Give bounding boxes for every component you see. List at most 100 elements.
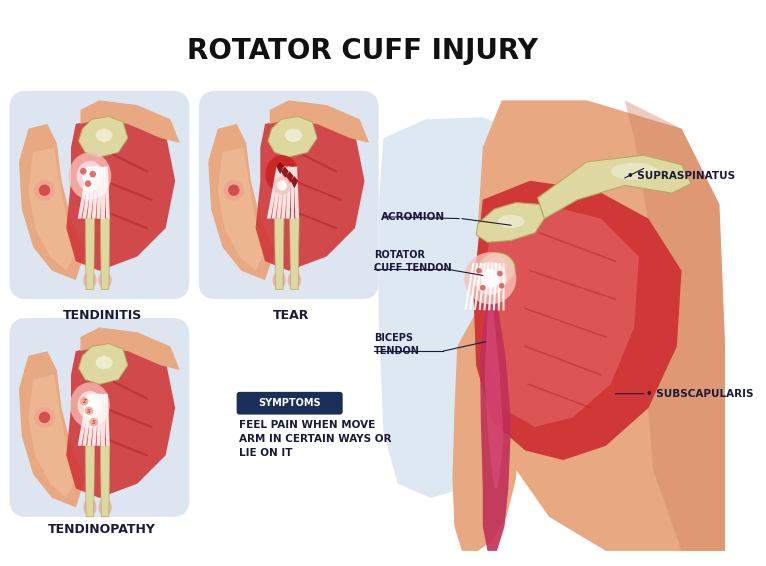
Ellipse shape (486, 256, 507, 276)
Text: BICEPS
TENDON: BICEPS TENDON (374, 333, 420, 356)
Polygon shape (453, 308, 521, 551)
Ellipse shape (498, 215, 525, 228)
Ellipse shape (80, 168, 87, 175)
Ellipse shape (224, 180, 244, 200)
Ellipse shape (39, 411, 50, 423)
Ellipse shape (83, 397, 97, 413)
Polygon shape (87, 394, 97, 446)
Polygon shape (80, 100, 180, 143)
FancyBboxPatch shape (9, 318, 189, 517)
Ellipse shape (85, 406, 93, 415)
Text: TENDINOPATHY: TENDINOPATHY (48, 524, 156, 537)
Ellipse shape (83, 499, 97, 516)
Ellipse shape (83, 272, 97, 289)
Polygon shape (625, 100, 725, 551)
Polygon shape (19, 124, 85, 280)
Polygon shape (83, 166, 93, 218)
Text: • SUBSCAPULARIS: • SUBSCAPULARIS (646, 389, 753, 399)
Ellipse shape (285, 128, 302, 142)
Polygon shape (85, 218, 95, 290)
Ellipse shape (80, 397, 89, 406)
Ellipse shape (96, 356, 113, 369)
FancyBboxPatch shape (199, 91, 378, 299)
Polygon shape (290, 176, 298, 188)
Text: z: z (83, 398, 86, 404)
Ellipse shape (480, 285, 486, 290)
Ellipse shape (476, 268, 482, 273)
Ellipse shape (96, 128, 113, 142)
Ellipse shape (34, 407, 55, 428)
Polygon shape (79, 344, 128, 384)
Polygon shape (290, 218, 300, 290)
Ellipse shape (99, 272, 112, 289)
Polygon shape (19, 351, 85, 507)
Polygon shape (277, 166, 286, 218)
Ellipse shape (273, 176, 290, 195)
Polygon shape (79, 117, 128, 157)
Polygon shape (104, 166, 110, 218)
Polygon shape (92, 394, 100, 446)
Ellipse shape (99, 499, 112, 516)
Polygon shape (538, 155, 691, 218)
Polygon shape (277, 162, 284, 174)
Polygon shape (483, 204, 639, 427)
Polygon shape (286, 171, 293, 183)
Ellipse shape (277, 181, 286, 191)
Polygon shape (87, 166, 97, 218)
Ellipse shape (39, 185, 50, 196)
Polygon shape (272, 166, 283, 218)
Ellipse shape (481, 269, 499, 288)
Polygon shape (77, 166, 91, 218)
Polygon shape (286, 166, 292, 218)
Ellipse shape (90, 171, 96, 178)
Polygon shape (208, 124, 274, 280)
Polygon shape (83, 394, 93, 446)
Polygon shape (480, 294, 511, 551)
Polygon shape (270, 100, 369, 143)
Polygon shape (77, 394, 91, 446)
Ellipse shape (464, 252, 516, 305)
Ellipse shape (77, 161, 103, 191)
Ellipse shape (497, 271, 502, 276)
Ellipse shape (69, 152, 111, 200)
Polygon shape (473, 181, 682, 460)
Ellipse shape (273, 272, 286, 289)
Ellipse shape (266, 155, 299, 193)
Polygon shape (67, 114, 175, 271)
Polygon shape (100, 218, 110, 290)
Ellipse shape (479, 252, 515, 285)
Polygon shape (478, 100, 725, 551)
Ellipse shape (34, 180, 55, 200)
Text: TEAR: TEAR (273, 308, 309, 321)
Polygon shape (378, 117, 525, 498)
Polygon shape (101, 166, 105, 218)
Polygon shape (218, 148, 265, 271)
Polygon shape (80, 328, 180, 370)
Ellipse shape (85, 181, 91, 187)
Text: • SUPRASPINATUS: • SUPRASPINATUS (627, 171, 735, 181)
Polygon shape (101, 394, 105, 446)
Polygon shape (281, 166, 289, 179)
Text: FEEL PAIN WHEN MOVE
ARM IN CERTAIN WAYS OR
LIE ON IT: FEEL PAIN WHEN MOVE ARM IN CERTAIN WAYS … (238, 421, 391, 458)
Polygon shape (293, 166, 300, 218)
FancyBboxPatch shape (9, 91, 189, 299)
Polygon shape (268, 117, 317, 157)
Text: ACROMION: ACROMION (381, 212, 444, 222)
Polygon shape (97, 166, 102, 218)
Ellipse shape (83, 168, 97, 185)
Text: s: s (87, 408, 91, 414)
Polygon shape (485, 299, 503, 488)
Ellipse shape (228, 185, 240, 196)
Text: TENDINITIS: TENDINITIS (63, 308, 142, 321)
Text: SYMPTOMS: SYMPTOMS (258, 398, 321, 408)
Polygon shape (267, 166, 280, 218)
Polygon shape (100, 446, 110, 517)
Polygon shape (476, 203, 545, 242)
Polygon shape (67, 342, 175, 498)
Ellipse shape (77, 391, 102, 419)
Ellipse shape (474, 261, 507, 295)
FancyBboxPatch shape (237, 392, 342, 414)
Polygon shape (281, 166, 289, 218)
Polygon shape (290, 166, 294, 218)
Text: ROTATOR CUFF INJURY: ROTATOR CUFF INJURY (187, 37, 538, 65)
